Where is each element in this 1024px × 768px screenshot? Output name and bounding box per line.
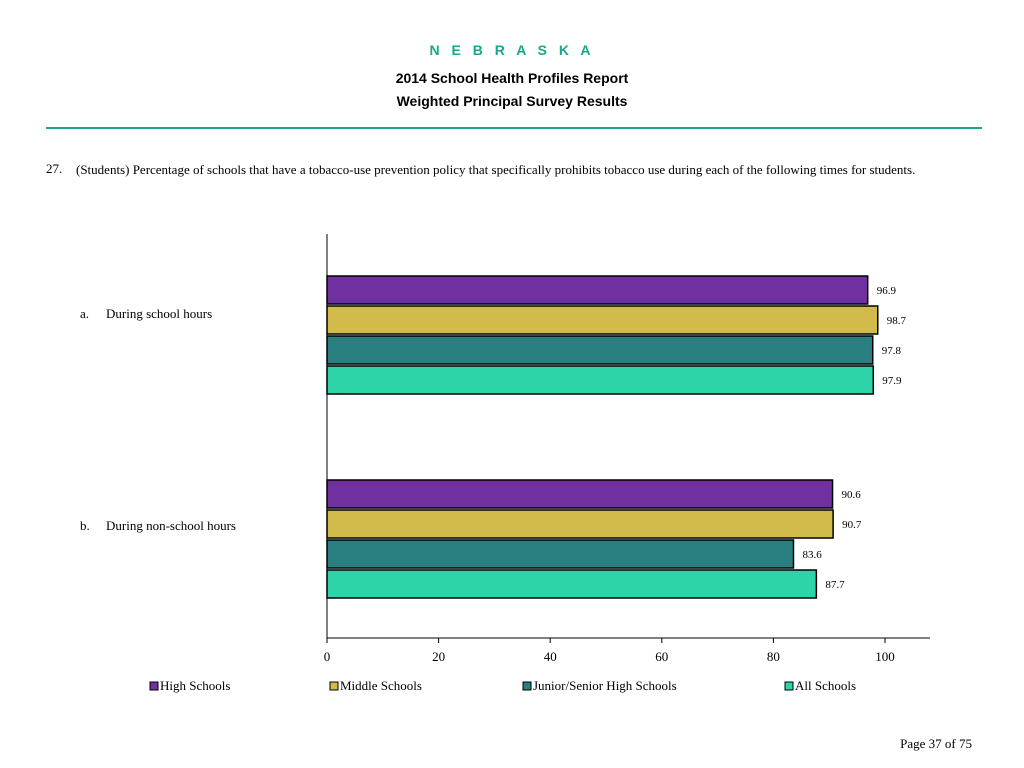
report-subtitle: Weighted Principal Survey Results (396, 93, 628, 109)
category-label: During school hours (106, 306, 212, 321)
data-label: 96.9 (877, 285, 897, 297)
x-tick-label: 80 (767, 649, 780, 664)
x-tick-label: 40 (544, 649, 557, 664)
x-tick-label: 20 (432, 649, 445, 664)
bar (326, 569, 818, 599)
state-title: N E B R A S K A (429, 42, 595, 58)
legend-swatch (522, 681, 532, 691)
category-letter: a. (80, 306, 89, 321)
legend-label: Junior/Senior High Schools (533, 678, 677, 693)
category-letter: b. (80, 518, 90, 533)
legend-label: Middle Schools (340, 678, 422, 693)
data-label: 98.7 (887, 315, 907, 327)
x-tick-label: 0 (324, 649, 331, 664)
data-label: 97.9 (882, 375, 902, 387)
data-label: 97.8 (882, 345, 902, 357)
bar (326, 509, 834, 539)
page-number: Page 37 of 75 (900, 736, 972, 751)
legend-swatch (784, 681, 794, 691)
bar (326, 275, 869, 305)
legend-swatch (149, 681, 159, 691)
x-tick-label: 100 (875, 649, 895, 664)
legend-label: All Schools (795, 678, 856, 693)
question-number: 27. (46, 161, 63, 176)
data-label: 87.7 (825, 579, 845, 591)
header-divider (46, 127, 982, 129)
x-tick-label: 60 (655, 649, 668, 664)
legend-label: High Schools (160, 678, 230, 693)
category-label: During non-school hours (106, 518, 236, 533)
bar (326, 539, 795, 569)
bar (326, 479, 834, 509)
bar (326, 335, 874, 365)
data-label: 90.7 (842, 519, 862, 531)
bar (326, 365, 875, 395)
question-text: (Students) Percentage of schools that ha… (76, 162, 916, 177)
data-label: 90.6 (842, 489, 862, 501)
bar (326, 305, 879, 335)
data-label: 83.6 (802, 549, 822, 561)
legend-swatch (329, 681, 339, 691)
report-title: 2014 School Health Profiles Report (395, 70, 629, 86)
